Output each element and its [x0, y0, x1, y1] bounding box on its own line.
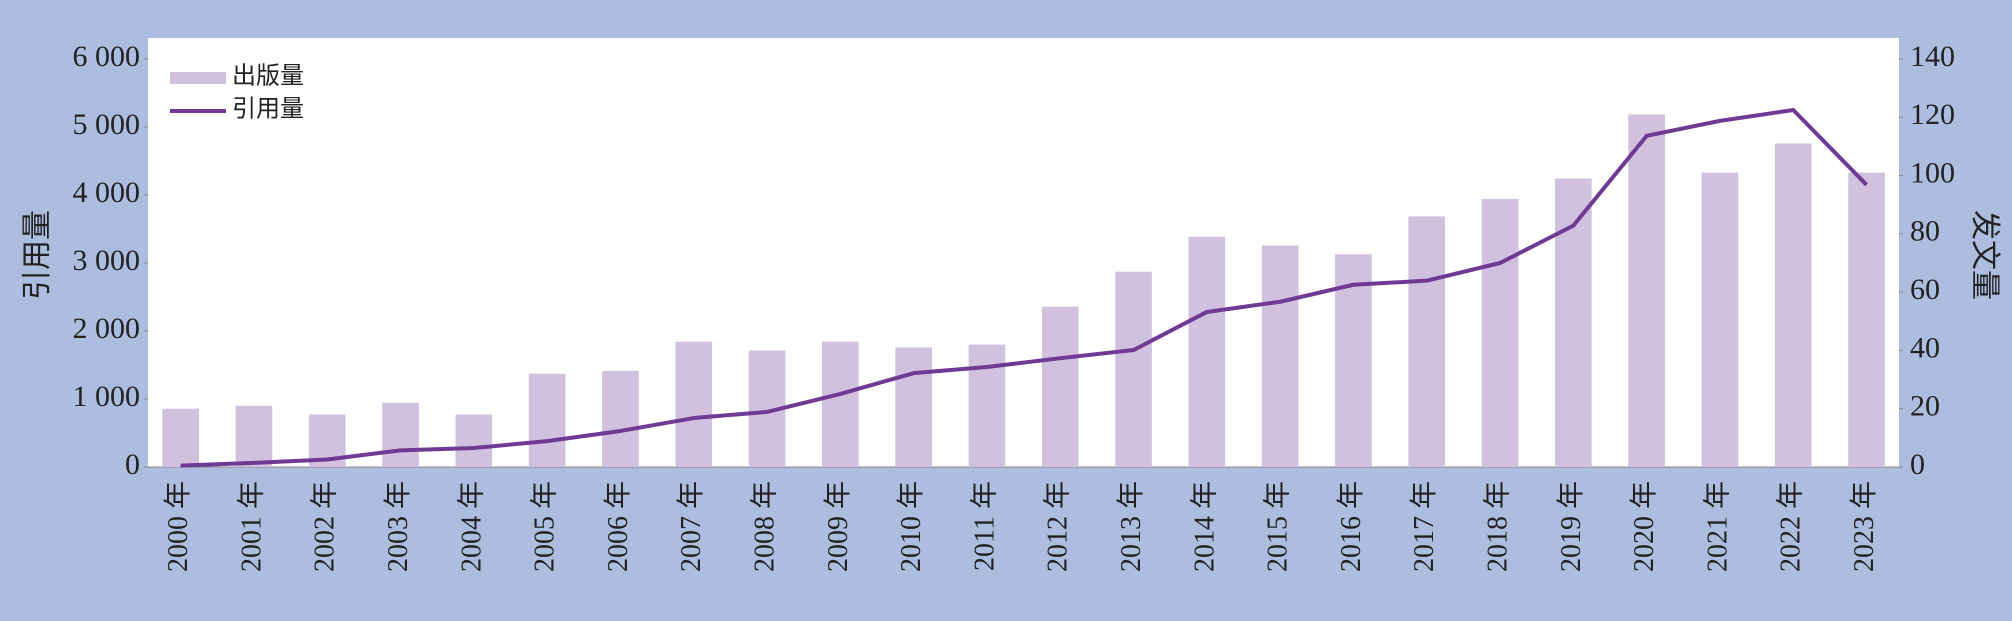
x-tick-label: 2001 年	[235, 481, 267, 572]
x-tick-label: 2019 年	[1555, 481, 1587, 572]
bar	[1848, 172, 1885, 467]
legend-swatch	[170, 72, 226, 84]
bar	[968, 344, 1006, 467]
bar	[1701, 172, 1739, 467]
y-tick-label: 5 000	[73, 108, 141, 141]
x-tick-label: 2003 年	[382, 481, 414, 572]
x-tick-label: 2007 年	[675, 481, 707, 572]
bar	[1774, 143, 1812, 467]
bar	[1115, 271, 1152, 467]
x-tick-label: 2021 年	[1701, 481, 1733, 572]
bar	[1481, 198, 1519, 467]
plot-area	[148, 38, 1899, 467]
bar	[1555, 178, 1592, 467]
x-tick-label: 2016 年	[1335, 481, 1367, 572]
y2-tick-label: 80	[1910, 215, 1940, 248]
y-tick-label: 3 000	[73, 244, 141, 277]
bar	[382, 402, 419, 467]
x-tick-label: 2013 年	[1115, 481, 1147, 572]
legend-label: 引用量	[232, 96, 304, 123]
y-tick-label: 6 000	[73, 40, 141, 73]
bar	[235, 405, 273, 467]
x-tick-label: 2010 年	[895, 481, 927, 572]
bar	[1335, 254, 1372, 467]
bar	[1188, 236, 1226, 467]
x-tick-label: 2011 年	[968, 481, 1000, 571]
y2-tick-label: 60	[1910, 273, 1940, 306]
y2-tick-label: 20	[1910, 390, 1940, 423]
x-tick-label: 2018 年	[1481, 481, 1513, 572]
y-tick-label: 4 000	[73, 176, 141, 209]
y2-tick-label: 0	[1910, 448, 1925, 481]
x-tick-label: 2012 年	[1042, 481, 1074, 572]
bar	[1041, 306, 1079, 467]
x-tick-label: 2023 年	[1848, 481, 1880, 572]
line	[180, 108, 1868, 468]
bar	[822, 341, 859, 467]
y2-tick-label: 100	[1910, 156, 1955, 189]
y2-tick-label: 120	[1910, 98, 1955, 131]
x-tick-label: 2022 年	[1775, 481, 1807, 572]
bar	[1261, 245, 1299, 467]
y2-tick-label: 40	[1910, 331, 1940, 364]
x-tick-label: 2006 年	[602, 481, 634, 572]
x-tick-label: 2002 年	[309, 481, 341, 572]
y-tick-label: 0	[125, 448, 140, 481]
x-tick-label: 2020 年	[1628, 481, 1660, 572]
y-tick-label: 2 000	[73, 312, 141, 345]
x-tick-label: 2004 年	[455, 481, 487, 572]
y-axis-title: 引用量	[21, 210, 54, 300]
y2-tick-label: 140	[1910, 40, 1955, 73]
bar	[162, 408, 199, 467]
x-tick-label: 2000 年	[162, 481, 194, 572]
bar	[675, 341, 713, 467]
bar	[1628, 114, 1665, 467]
legend-label: 出版量	[232, 63, 304, 90]
x-tick-label: 2017 年	[1408, 481, 1440, 572]
x-tick-label: 2014 年	[1188, 481, 1220, 572]
x-tick-label: 2005 年	[529, 481, 561, 572]
x-tick-label: 2008 年	[748, 481, 780, 572]
bar	[895, 347, 932, 467]
bar	[455, 414, 493, 467]
bar	[528, 373, 566, 467]
y-tick-label: 1 000	[73, 380, 141, 413]
x-tick-label: 2009 年	[822, 481, 854, 572]
bar	[1408, 216, 1446, 467]
x-tick-label: 2015 年	[1262, 481, 1294, 572]
bar	[602, 370, 639, 467]
y2-axis-title: 发文量	[1968, 210, 2001, 300]
